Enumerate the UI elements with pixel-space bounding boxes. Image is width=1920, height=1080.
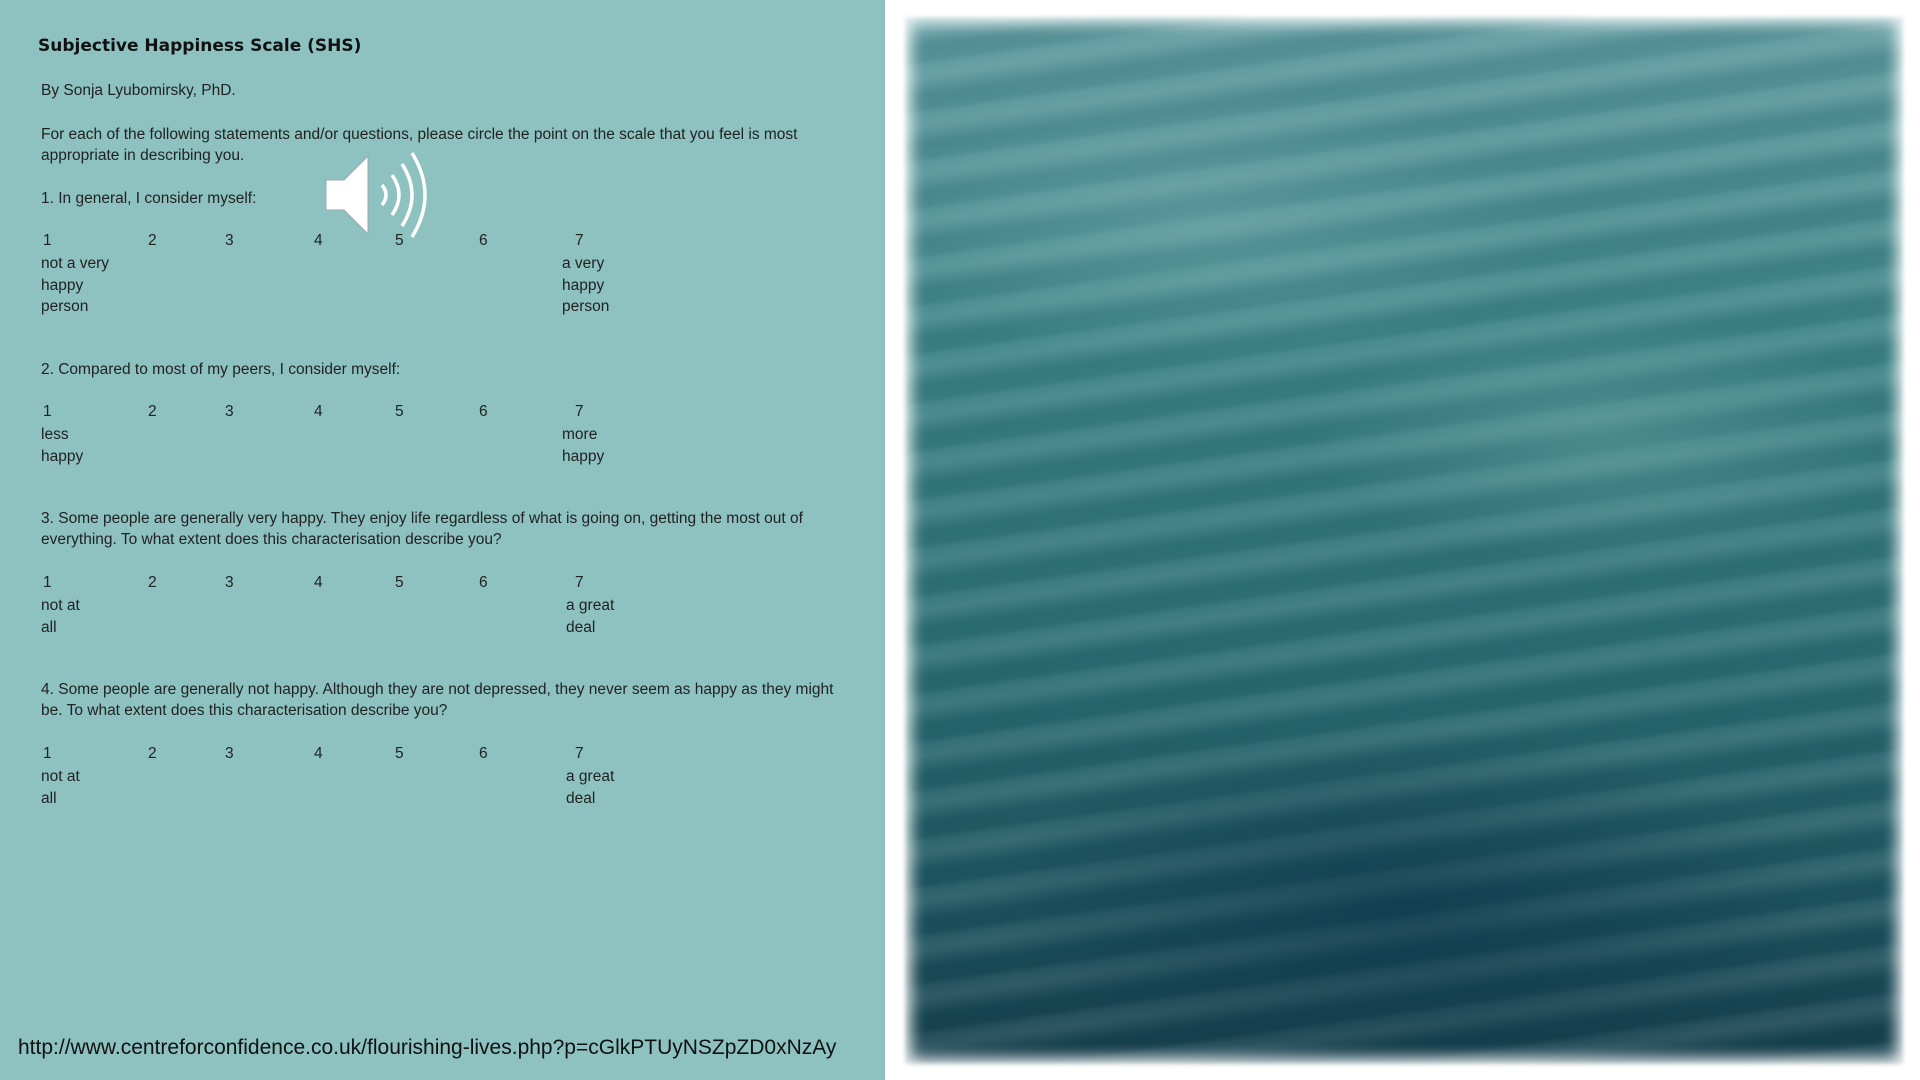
speaker-icon[interactable] <box>322 150 434 240</box>
high-anchor-label: more happy <box>562 426 605 465</box>
scale-point-7[interactable]: 7 <box>575 574 584 591</box>
question-text: 3. Some people are generally very happy.… <box>41 510 803 548</box>
scale-point-3[interactable]: 3 <box>225 403 234 420</box>
scale-point-1[interactable]: 1 <box>43 403 52 420</box>
scale-point-1[interactable]: 1 <box>43 232 52 249</box>
high-anchor-label: a very happy person <box>562 255 610 315</box>
rating-scale: 1 2 3 4 5 6 7 not at all a great deal <box>41 745 661 835</box>
document-author: By Sonja Lyubomirsky, PhD. <box>41 82 236 99</box>
scale-point-5[interactable]: 5 <box>395 574 404 591</box>
ocean-water-photo <box>905 17 1903 1064</box>
scale-point-7[interactable]: 7 <box>575 745 584 762</box>
scale-point-5[interactable]: 5 <box>395 745 404 762</box>
rating-scale: 1 2 3 4 5 6 7 less happy more happy <box>41 403 661 493</box>
high-anchor-label: a great deal <box>566 597 615 636</box>
question-text: 1. In general, I consider myself: <box>41 190 257 207</box>
scale-point-7[interactable]: 7 <box>575 403 584 420</box>
question-text: 2. Compared to most of my peers, I consi… <box>41 361 401 378</box>
scale-point-4[interactable]: 4 <box>314 574 323 591</box>
question-3: 3. Some people are generally very happy.… <box>41 508 851 636</box>
scale-point-3[interactable]: 3 <box>225 232 234 249</box>
scale-point-6[interactable]: 6 <box>479 403 488 420</box>
question-1: 1. In general, I consider myself: 1 2 3 … <box>41 188 851 315</box>
low-anchor-label: not at all <box>41 597 80 636</box>
rating-scale: 1 2 3 4 5 6 7 not at all a great deal <box>41 574 661 664</box>
question-text: 4. Some people are generally not happy. … <box>41 681 834 719</box>
scale-point-6[interactable]: 6 <box>479 745 488 762</box>
question-4: 4. Some people are generally not happy. … <box>41 679 851 807</box>
scale-point-6[interactable]: 6 <box>479 574 488 591</box>
scale-point-1[interactable]: 1 <box>43 745 52 762</box>
high-anchor-label: a great deal <box>566 768 615 807</box>
scale-point-4[interactable]: 4 <box>314 745 323 762</box>
scale-point-4[interactable]: 4 <box>314 232 323 249</box>
scale-point-5[interactable]: 5 <box>395 403 404 420</box>
scale-panel: Subjective Happiness Scale (SHS) By Sonj… <box>0 0 885 1080</box>
question-2: 2. Compared to most of my peers, I consi… <box>41 359 851 465</box>
low-anchor-label: not at all <box>41 768 80 807</box>
low-anchor-label: not a very happy person <box>41 255 110 315</box>
scale-point-2[interactable]: 2 <box>148 232 157 249</box>
scale-point-3[interactable]: 3 <box>225 745 234 762</box>
scale-point-1[interactable]: 1 <box>43 574 52 591</box>
scale-point-6[interactable]: 6 <box>479 232 488 249</box>
rating-scale: 1 2 3 4 5 6 7 not a very happy person a … <box>41 232 661 322</box>
scale-point-5[interactable]: 5 <box>395 232 404 249</box>
document-instructions: For each of the following statements and… <box>41 126 798 164</box>
scale-point-3[interactable]: 3 <box>225 574 234 591</box>
scale-point-7[interactable]: 7 <box>575 232 584 249</box>
scale-point-4[interactable]: 4 <box>314 403 323 420</box>
document-title: Subjective Happiness Scale (SHS) <box>38 36 362 56</box>
scale-point-2[interactable]: 2 <box>148 574 157 591</box>
source-url-link[interactable]: http://www.centreforconfidence.co.uk/flo… <box>18 1036 837 1059</box>
low-anchor-label: less happy <box>41 426 84 465</box>
scale-point-2[interactable]: 2 <box>148 403 157 420</box>
scale-point-2[interactable]: 2 <box>148 745 157 762</box>
